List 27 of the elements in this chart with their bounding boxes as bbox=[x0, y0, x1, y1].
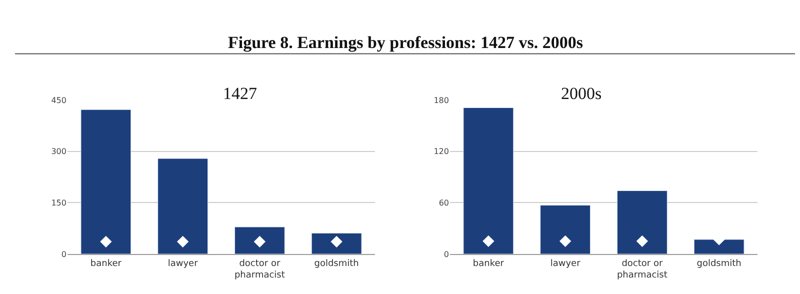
y-tick-label: 180 bbox=[434, 96, 449, 105]
bar bbox=[234, 226, 285, 254]
bar bbox=[158, 158, 208, 254]
x-tick-label: banker bbox=[90, 258, 122, 269]
bar bbox=[80, 109, 132, 254]
x-tick-label: banker bbox=[472, 258, 504, 269]
chart-title: 1427 bbox=[223, 84, 258, 103]
y-tick-label: 120 bbox=[434, 147, 449, 156]
chart-title: 2000s bbox=[561, 84, 602, 103]
bar bbox=[540, 204, 591, 254]
bar bbox=[463, 107, 514, 254]
x-tick-label: lawyer bbox=[168, 258, 198, 269]
caption: Figure 8. Earnings by professions: 1427 vs. 2000s bbox=[228, 33, 584, 52]
y-tick-label: 60 bbox=[438, 198, 449, 208]
y-tick-label: 300 bbox=[51, 147, 66, 156]
y-tick-label: 150 bbox=[51, 198, 66, 208]
x-tick-label: goldsmith bbox=[314, 258, 359, 269]
y-tick-label: 450 bbox=[51, 96, 66, 105]
y-tick-label: 0 bbox=[61, 250, 66, 259]
bar bbox=[616, 190, 668, 254]
x-tick-label: doctor or pharmacist bbox=[616, 258, 668, 280]
x-tick-label: doctor or pharmacist bbox=[234, 258, 286, 280]
bar bbox=[311, 232, 362, 254]
y-tick-label: 0 bbox=[444, 250, 449, 259]
x-tick-label: goldsmith bbox=[696, 258, 742, 269]
bar bbox=[694, 239, 744, 254]
x-tick-label: lawyer bbox=[550, 258, 581, 269]
